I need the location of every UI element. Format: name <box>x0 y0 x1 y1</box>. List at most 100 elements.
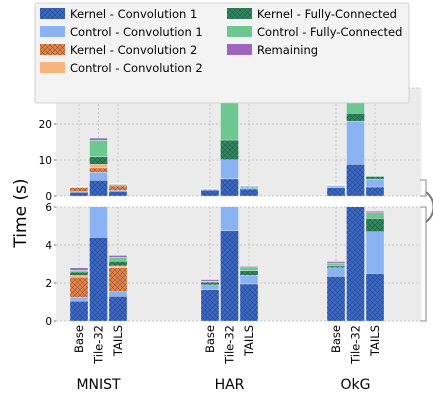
bar-hatch-kernel-convolution-2 <box>70 277 88 297</box>
bar-control-convolution-1 <box>366 179 384 187</box>
legend-label: Kernel - Convolution 2 <box>70 43 197 57</box>
group-label-har: HAR <box>215 377 245 393</box>
bar-hatch-kernel-convolution-1 <box>366 187 384 196</box>
bar-hatch-kernel-convolution-1 <box>221 179 239 196</box>
bar-hatch-kernel-convolution-1 <box>201 190 219 196</box>
legend-label: Kernel - Convolution 1 <box>70 7 197 21</box>
x-tick-label-tile-32: Tile-32 <box>223 325 237 365</box>
x-tick-label-tile-32: Tile-32 <box>349 325 363 365</box>
legend-swatch-hatch <box>40 44 65 55</box>
bar-stack-mnist-tile-32 <box>90 138 108 196</box>
bar-remaining <box>70 268 88 270</box>
bar-control-convolution-1 <box>327 268 345 277</box>
legend-label: Control - Fully-Connected <box>257 25 402 39</box>
y-tick-label: 4 <box>45 240 52 252</box>
bar-hatch-kernel-convolution-1 <box>201 290 219 321</box>
x-tick-label-tails: TAILS <box>242 325 256 357</box>
bar-stack-okg-tile-32 <box>347 95 365 196</box>
bar-control-convolution-1 <box>366 232 384 274</box>
legend-label: Kernel - Fully-Connected <box>257 7 397 21</box>
group-label-mnist: MNIST <box>76 377 121 393</box>
bar-hatch-kernel-convolution-2 <box>70 188 88 192</box>
bar-hatch-kernel-convolution-1 <box>327 276 345 321</box>
bar-remaining <box>109 255 127 257</box>
bar-remaining <box>201 280 219 282</box>
x-tick-label-tails: TAILS <box>368 325 382 357</box>
bar-hatch-kernel-convolution-1 <box>70 301 88 321</box>
bar-stack-mnist-base <box>70 268 88 321</box>
bar-stack-mnist-tails <box>109 184 127 196</box>
bar-control-convolution-1 <box>347 121 365 164</box>
x-tick-label-tile-32: Tile-32 <box>92 325 106 365</box>
bar-stack-har-tile-32 <box>221 93 239 197</box>
bar-control-convolution-1 <box>109 292 127 297</box>
legend-item-kernel-convolution-2: Kernel - Convolution 2 <box>40 43 197 57</box>
bar-hatch-kernel-convolution-1 <box>221 231 239 321</box>
break-arrow <box>426 192 433 222</box>
bar-stack-har-tails <box>240 186 258 196</box>
bar-control-convolution-1 <box>240 275 258 284</box>
x-tick-label-tails: TAILS <box>111 325 125 357</box>
legend-label: Control - Convolution 2 <box>70 61 203 75</box>
bar-control-fully-connected <box>109 257 127 261</box>
bar-control-convolution-1 <box>90 196 108 238</box>
bar-control-convolution-1 <box>70 297 88 301</box>
legend-item-control-convolution-1: Control - Convolution 1 <box>40 25 203 39</box>
bar-remaining <box>366 211 384 213</box>
bar-stack-mnist-base <box>70 186 88 196</box>
bar-control-convolution-2 <box>109 266 127 268</box>
bar-control-fully-connected <box>70 270 88 272</box>
bar-stack-okg-base <box>327 262 345 321</box>
y-axis-label: Time (s) <box>11 178 31 248</box>
bar-control-convolution-2 <box>90 164 108 168</box>
legend-item-remaining: Remaining <box>227 43 318 57</box>
y-tick-label: 0 <box>45 316 52 328</box>
bar-hatch-kernel-fully-connected <box>327 266 345 268</box>
legend-swatch <box>227 44 252 55</box>
legend-swatch-hatch <box>40 8 65 19</box>
bar-hatch-kernel-convolution-1 <box>109 296 127 321</box>
legend: Kernel - Convolution 1 Control - Convolut… <box>35 3 409 103</box>
bar-hatch-kernel-fully-connected <box>347 113 365 121</box>
bar-hatch-kernel-convolution-1 <box>70 192 88 196</box>
bar-hatch-kernel-convolution-1 <box>366 274 384 322</box>
bar-remaining <box>240 266 258 267</box>
bar-stack-har-base <box>201 188 219 196</box>
group-label-okg: OkG <box>341 377 371 393</box>
bar-control-convolution-1 <box>201 285 219 290</box>
bar-hatch-kernel-fully-connected <box>90 157 108 165</box>
bar-stack-mnist-tails <box>109 255 127 321</box>
bar-stack-okg-tails <box>366 211 384 321</box>
bar-control-convolution-1 <box>221 160 239 179</box>
bar-hatch-kernel-convolution-1 <box>327 188 345 196</box>
legend-swatch <box>40 26 65 37</box>
bar-hatch-kernel-convolution-1 <box>240 189 258 196</box>
y-tick-label: 10 <box>39 155 52 167</box>
axis-break-markers <box>420 180 433 321</box>
legend-item-kernel-convolution-1: Kernel - Convolution 1 <box>40 7 197 21</box>
bar-hatch-kernel-fully-connected <box>109 261 127 266</box>
legend-label: Remaining <box>257 43 318 57</box>
bar-hatch-kernel-convolution-1 <box>347 164 365 196</box>
bar-stack-okg-base <box>327 185 345 196</box>
bar-hatch-kernel-convolution-1 <box>109 191 127 196</box>
y-tick-label: 6 <box>45 202 52 214</box>
legend-swatch <box>40 62 65 73</box>
x-tick-label-base: Base <box>329 325 343 353</box>
bar-stack-okg-tails <box>366 175 384 196</box>
legend-swatch-hatch <box>227 8 252 19</box>
bar-hatch-kernel-fully-connected <box>240 271 258 276</box>
bar-control-convolution-2 <box>70 275 88 277</box>
bar-hatch-kernel-fully-connected <box>366 218 384 231</box>
bar-hatch-kernel-convolution-2 <box>90 168 108 172</box>
legend-label: Control - Convolution 1 <box>70 25 203 39</box>
bar-control-fully-connected <box>240 268 258 271</box>
bar-stack-har-base <box>201 280 219 321</box>
bar-control-fully-connected <box>327 263 345 266</box>
bar-hatch-kernel-convolution-2 <box>109 268 127 292</box>
bar-hatch-kernel-fully-connected <box>221 140 239 160</box>
y-tick-label: 20 <box>39 119 52 131</box>
bar-control-convolution-1 <box>90 172 108 180</box>
bar-hatch-kernel-convolution-1 <box>90 180 108 196</box>
